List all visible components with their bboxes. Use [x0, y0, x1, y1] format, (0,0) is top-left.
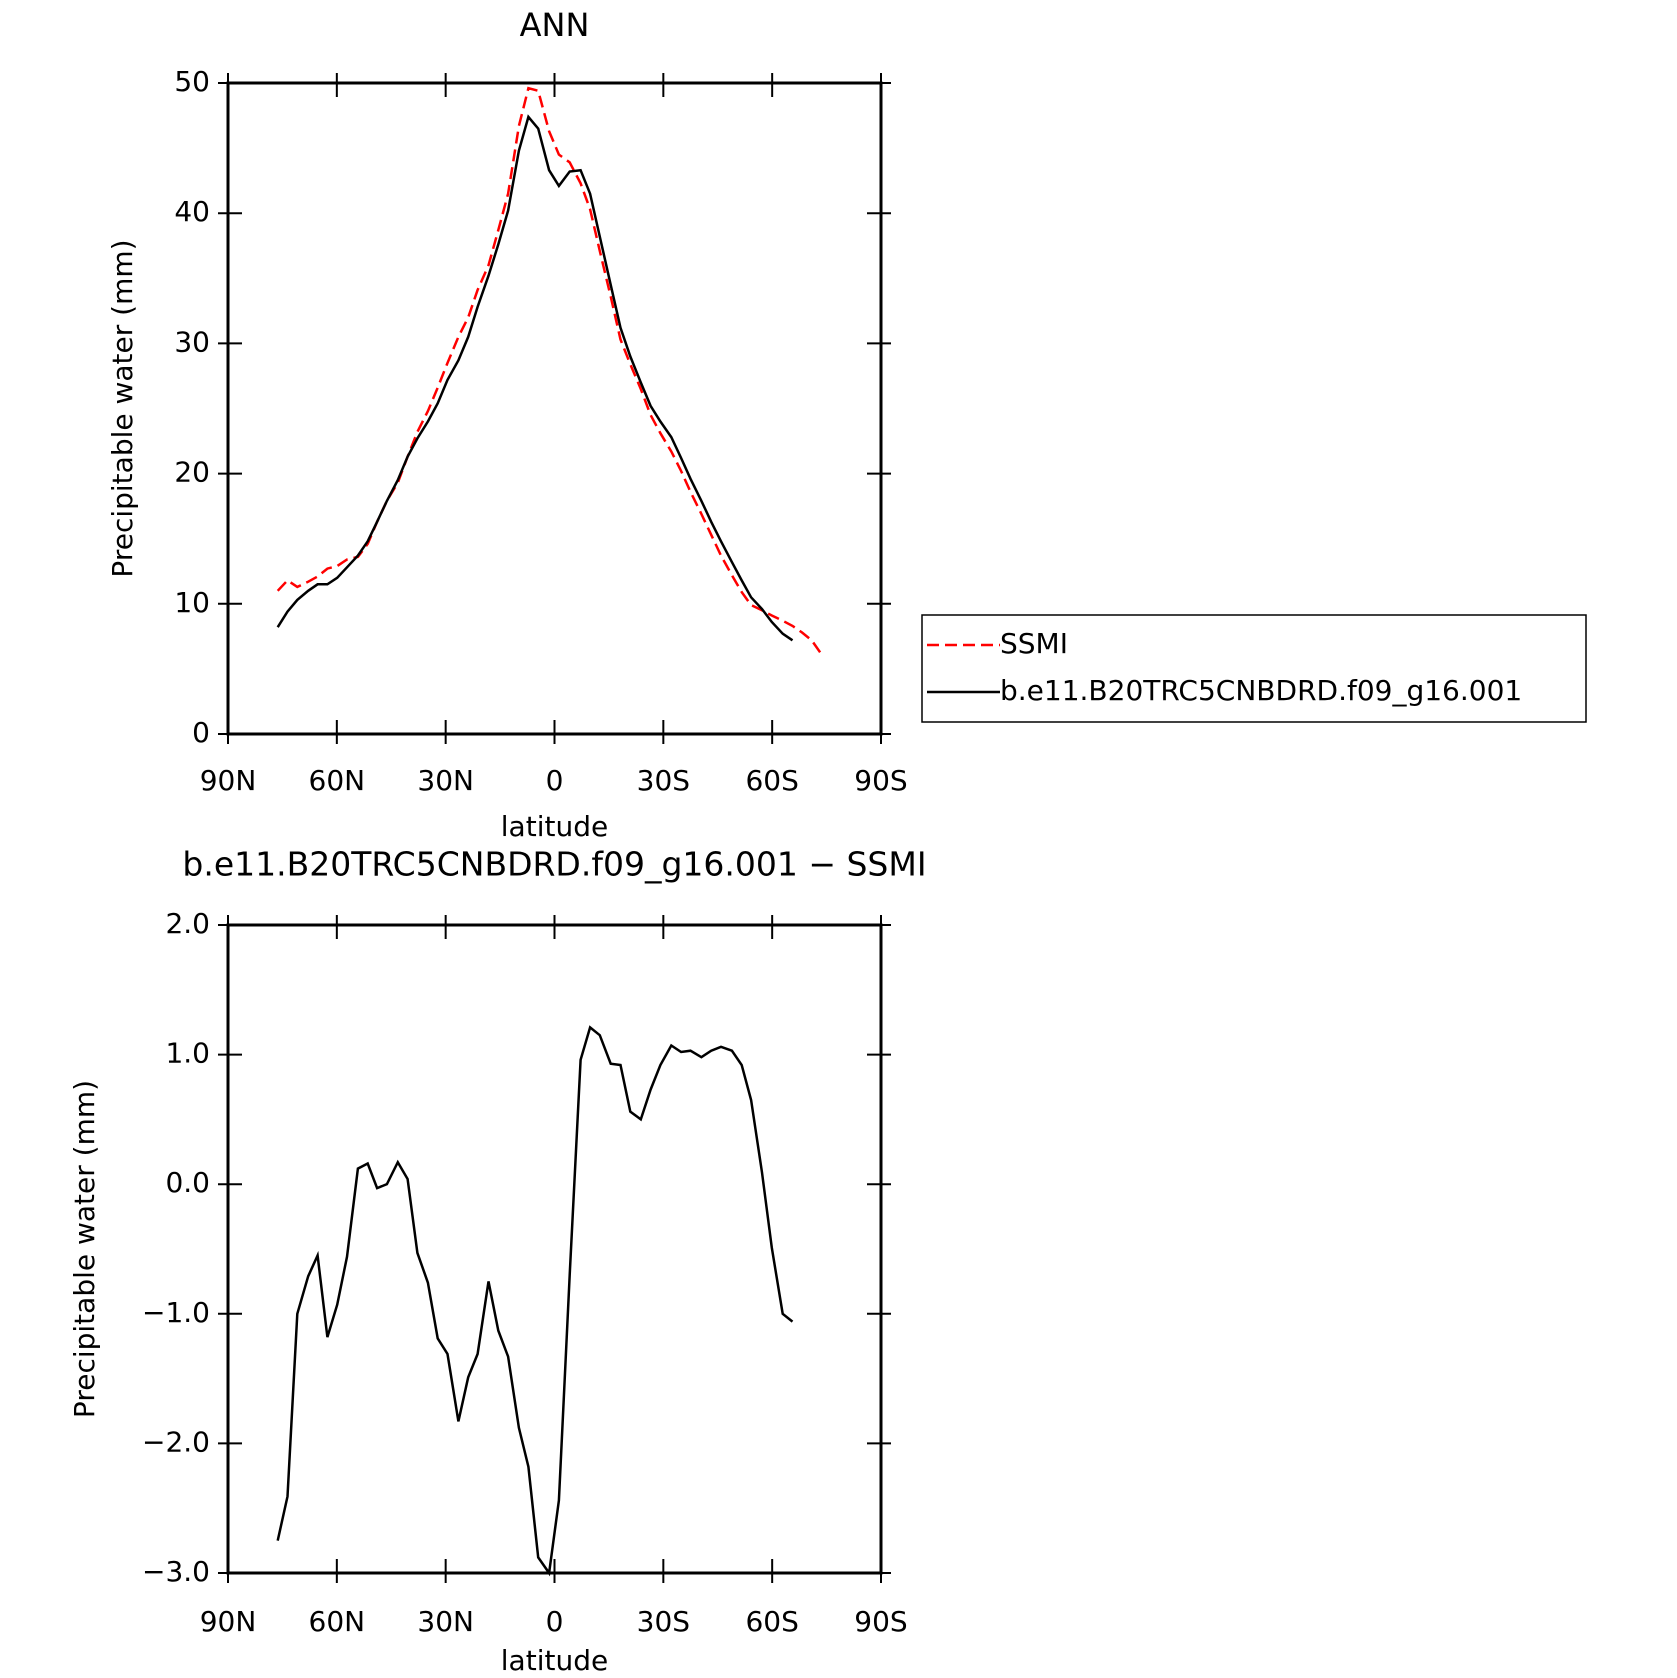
y-tick-label: 10 [174, 586, 210, 619]
x-tick-label: 30N [417, 764, 474, 797]
y-tick-label: −2.0 [142, 1425, 210, 1458]
y-tick-label: 30 [174, 325, 210, 358]
x-tick-label: 30S [637, 1605, 690, 1638]
x-tick-label: 60N [309, 764, 366, 797]
x-tick-label: 60S [745, 764, 798, 797]
plot-frame [226, 923, 883, 1575]
y-tick-label: 20 [174, 456, 210, 489]
y-tick-label: 40 [174, 195, 210, 228]
x-axis-label: latitude [501, 1644, 608, 1674]
y-tick-label: 0.0 [165, 1166, 210, 1199]
data-line [276, 1025, 794, 1577]
y-tick-label: 2.0 [165, 907, 210, 940]
chart-title: ANN [520, 6, 590, 44]
y-tick-label: 1.0 [165, 1037, 210, 1070]
x-tick-label: 60S [745, 1605, 798, 1638]
data-line [276, 114, 794, 642]
y-axis-label: Precipitable water (mm) [106, 239, 139, 577]
x-tick-label: 30N [417, 1605, 474, 1638]
x-tick-label: 90S [854, 1605, 907, 1638]
chart-title: b.e11.B20TRC5CNBDRD.f09_g16.001 − SSMI [182, 845, 926, 884]
y-tick-label: −3.0 [142, 1555, 210, 1588]
data-line [276, 86, 824, 657]
legend-box [921, 614, 1587, 723]
y-tick-label: 50 [174, 65, 210, 98]
x-tick-label: 90N [200, 764, 257, 797]
x-tick-label: 0 [546, 764, 564, 797]
x-tick-label: 0 [546, 1605, 564, 1638]
x-tick-label: 90S [854, 764, 907, 797]
x-tick-label: 90N [200, 1605, 257, 1638]
y-tick-label: 0 [192, 716, 210, 749]
x-tick-label: 60N [309, 1605, 366, 1638]
x-tick-label: 30S [637, 764, 690, 797]
x-axis-label: latitude [501, 810, 608, 843]
legend-label: SSMI [1000, 627, 1068, 660]
legend-label: b.e11.B20TRC5CNBDRD.f09_g16.001 [1000, 674, 1522, 707]
y-tick-label: −1.0 [142, 1296, 210, 1329]
y-axis-label: Precipitable water (mm) [68, 1080, 101, 1418]
